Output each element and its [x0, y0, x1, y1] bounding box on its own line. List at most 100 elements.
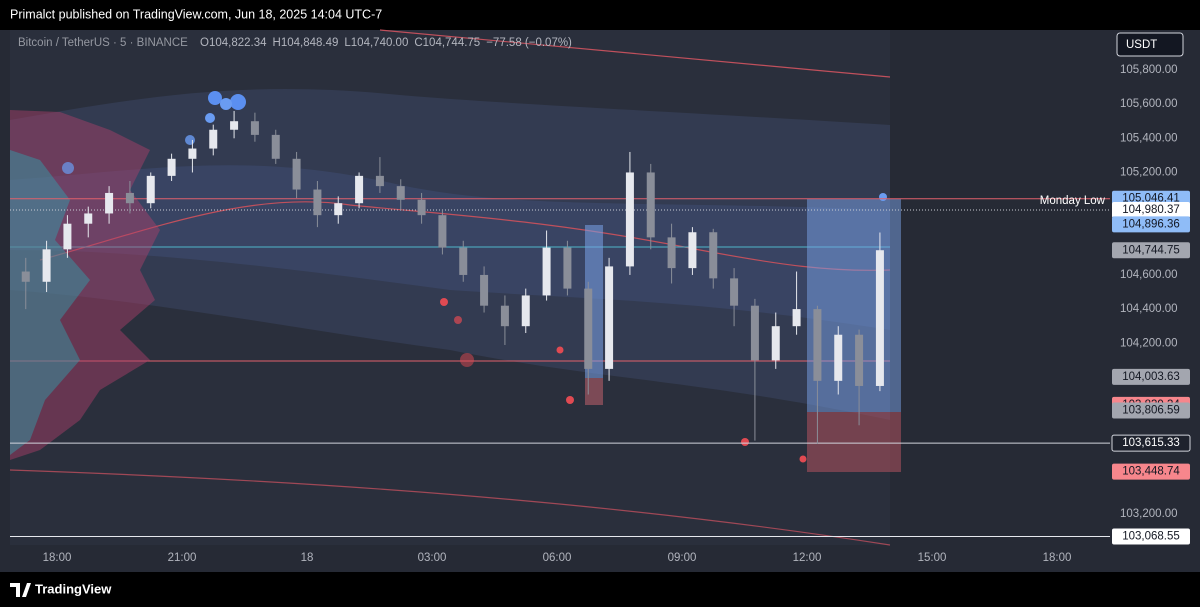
candle-body	[688, 232, 697, 269]
bubble	[62, 162, 74, 174]
candle-body	[521, 295, 530, 327]
candle-body	[771, 326, 780, 361]
long-position-stop	[807, 412, 901, 472]
candle-body	[355, 175, 364, 204]
brand: TradingView	[35, 581, 112, 596]
candle-body	[605, 266, 614, 369]
bubble	[799, 455, 807, 463]
signal-bubbles	[62, 91, 887, 463]
candle-body	[125, 192, 134, 204]
long-position-stop	[585, 378, 603, 405]
candle-body	[667, 237, 676, 269]
symbol-title: Bitcoin / TetherUS · 5 · BINANCE	[18, 37, 188, 49]
x-tick-label: 18:00	[43, 552, 72, 564]
x-tick-label: 06:00	[543, 552, 572, 564]
price-label-box	[1112, 201, 1190, 218]
long-position-target	[807, 199, 901, 412]
bubble	[208, 91, 222, 105]
candle-body	[230, 121, 239, 130]
candle-body	[292, 158, 301, 190]
y-tick-label: 105,200.00	[1120, 166, 1178, 178]
price-label-box	[1112, 528, 1190, 545]
band-cloud	[10, 89, 890, 420]
candle-body	[646, 172, 655, 238]
candle-body	[542, 247, 551, 296]
candle-body	[167, 158, 176, 176]
bubble	[220, 98, 232, 110]
bubble	[566, 396, 574, 404]
band-cloud-inner	[10, 165, 890, 330]
bubble	[741, 438, 749, 446]
candle-body	[105, 192, 114, 214]
candle-body	[396, 186, 405, 200]
ohlc-value: C104,744.75	[414, 37, 480, 49]
candle-body	[21, 271, 30, 282]
currency-label[interactable]: USDT	[1126, 39, 1157, 51]
candle-body	[313, 189, 322, 216]
bubble	[460, 353, 474, 367]
bubble	[185, 135, 195, 145]
y-tick-label: 105,400.00	[1120, 132, 1178, 144]
ohlc-value: L104,740.00	[344, 37, 408, 49]
price-label: 103,448.74	[1122, 466, 1180, 478]
candle-body	[625, 172, 634, 267]
candle-body	[792, 309, 801, 327]
volume-profile	[10, 110, 160, 460]
bubble	[454, 316, 462, 324]
x-tick-label: 12:00	[793, 552, 822, 564]
y-tick-label: 105,600.00	[1120, 98, 1178, 110]
candle-body	[459, 247, 468, 275]
bubble	[556, 346, 564, 354]
price-label-box	[1112, 242, 1190, 259]
volume-profile	[10, 150, 90, 455]
price-label: 103,806.59	[1122, 405, 1180, 417]
candle-body	[500, 305, 509, 327]
bubble	[230, 94, 246, 110]
price-label: 104,896.36	[1122, 218, 1180, 230]
candle-body	[84, 213, 93, 224]
x-tick-label: 18:00	[1043, 552, 1072, 564]
price-label: 104,003.63	[1122, 371, 1180, 383]
ohlc-value: O104,822.34	[200, 37, 267, 49]
candle-body	[834, 334, 843, 381]
moving-average	[39, 201, 891, 271]
candle-body	[730, 278, 739, 306]
candle-body	[438, 215, 447, 248]
price-label-box	[1112, 402, 1190, 419]
price-label-box	[1112, 463, 1190, 480]
tradingview-logo	[10, 583, 31, 597]
currency-button[interactable]	[1116, 32, 1184, 57]
candle-body	[563, 247, 572, 289]
price-label: 104,980.37	[1122, 204, 1180, 216]
bubble	[879, 193, 887, 201]
moving-average	[379, 29, 891, 78]
y-tick-label: 104,600.00	[1120, 269, 1178, 281]
ohlc-value: H104,848.49	[273, 37, 339, 49]
price-label: 103,068.55	[1122, 531, 1180, 543]
candle-body	[250, 121, 259, 135]
y-tick-label: 104,400.00	[1120, 303, 1178, 315]
bubble	[205, 113, 215, 123]
moving-average	[9, 469, 891, 546]
y-tick-label: 103,200.00	[1120, 508, 1178, 520]
candle-body	[417, 199, 426, 216]
price-label: 104,744.75	[1122, 244, 1180, 256]
candle-body	[750, 305, 759, 361]
candle-body	[146, 175, 155, 204]
candle-body	[813, 309, 822, 381]
bubble	[440, 298, 448, 306]
candle-body	[375, 175, 384, 187]
candle-body	[480, 274, 489, 306]
candle-body	[42, 249, 51, 282]
candle-body	[209, 129, 218, 149]
candle-body	[334, 203, 343, 216]
x-tick-label: 21:00	[168, 552, 197, 564]
ohlc-value: −77.58 (−0.07%)	[486, 37, 572, 49]
price-label-box	[1112, 216, 1190, 233]
x-tick-label: 18	[301, 552, 314, 564]
price-label: 103,615.33	[1122, 437, 1180, 449]
candle-body	[855, 334, 864, 386]
x-tick-label: 09:00	[668, 552, 697, 564]
price-label: 105,046.41	[1122, 193, 1180, 205]
price-label-box	[1111, 434, 1191, 452]
